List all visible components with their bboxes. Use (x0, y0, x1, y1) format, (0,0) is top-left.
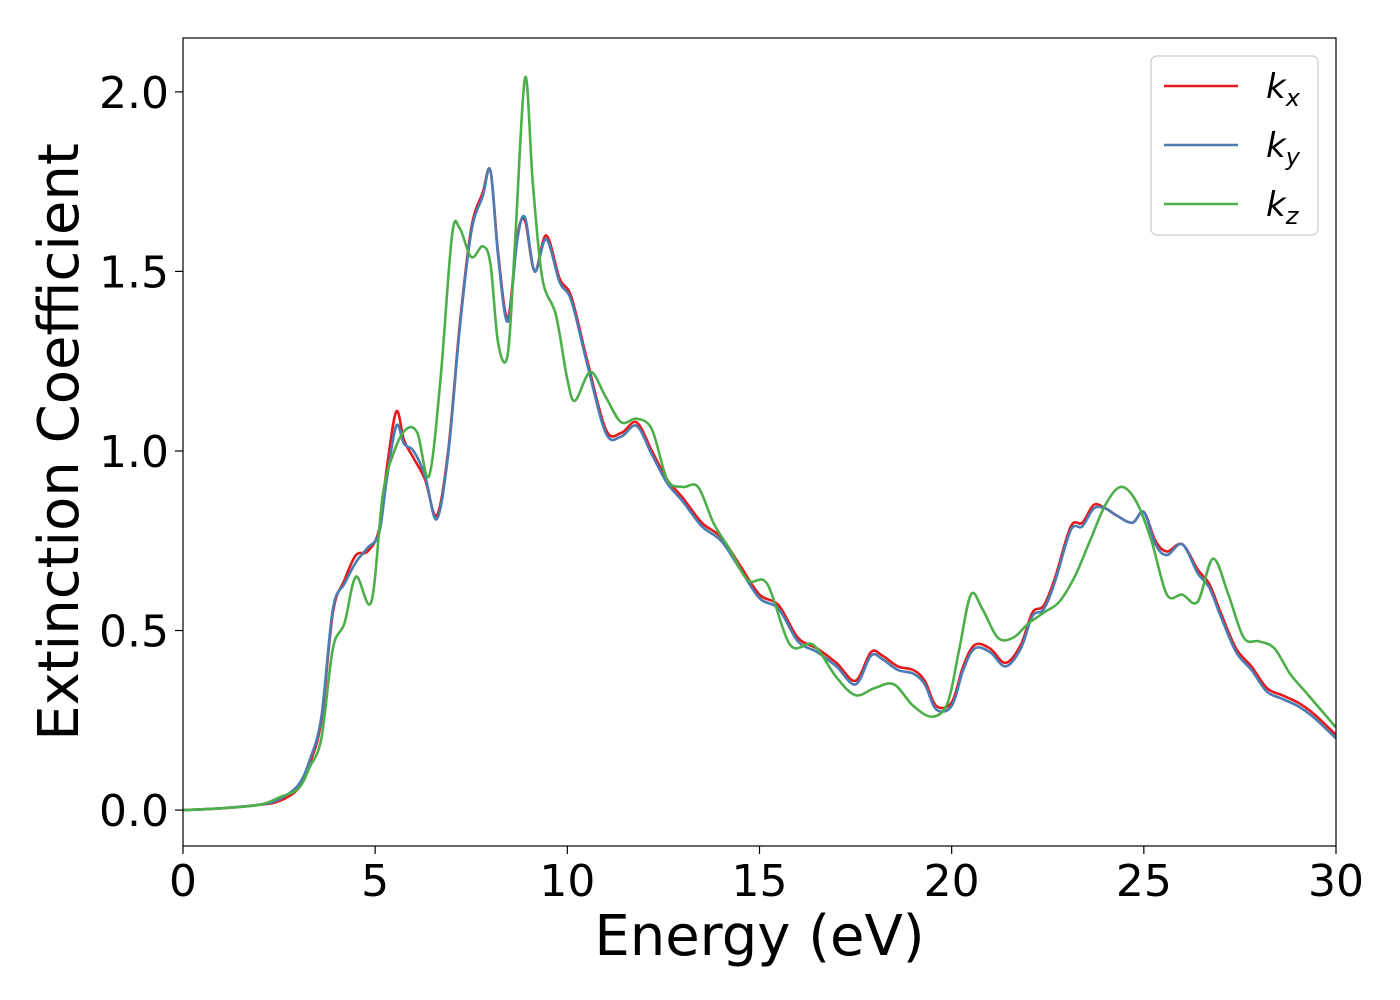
series-line-kz (183, 75, 1336, 812)
legend-label-kx: kx (1266, 67, 1301, 112)
y-tick-label: 1.0 (99, 427, 169, 478)
legend-label-kz: kz (1266, 185, 1300, 230)
y-tick-label: 2.0 (99, 68, 169, 119)
legend-label-base: k (1266, 185, 1287, 225)
y-tick-label: 0.0 (99, 786, 169, 837)
series-line-ky (183, 167, 1336, 812)
x-tick-label: 5 (361, 856, 389, 907)
legend-label-base: k (1266, 67, 1287, 107)
y-axis: 0.0 0.5 1.0 1.5 2.0 (99, 68, 183, 837)
x-axis: 0 5 10 15 20 25 30 (169, 846, 1364, 907)
y-tick-label: 0.5 (99, 607, 169, 658)
x-axis-title: Energy (eV) (594, 904, 924, 969)
series-line-kx (183, 167, 1336, 812)
legend-label-subscript: x (1285, 84, 1301, 112)
x-tick-label: 20 (924, 856, 980, 907)
x-tick-label: 30 (1308, 856, 1364, 907)
x-tick-label: 10 (539, 856, 595, 907)
y-axis-title: Extinction Coefficient (27, 143, 92, 741)
series-layer (183, 75, 1336, 812)
x-tick-label: 25 (1116, 856, 1172, 907)
legend-label-base: k (1266, 126, 1287, 166)
legend-label-subscript: z (1285, 202, 1300, 230)
legend-label-subscript: y (1285, 143, 1301, 171)
x-tick-label: 15 (732, 856, 788, 907)
legend-label-ky: ky (1266, 126, 1301, 171)
x-tick-label: 0 (169, 856, 197, 907)
y-tick-label: 1.5 (99, 247, 169, 298)
